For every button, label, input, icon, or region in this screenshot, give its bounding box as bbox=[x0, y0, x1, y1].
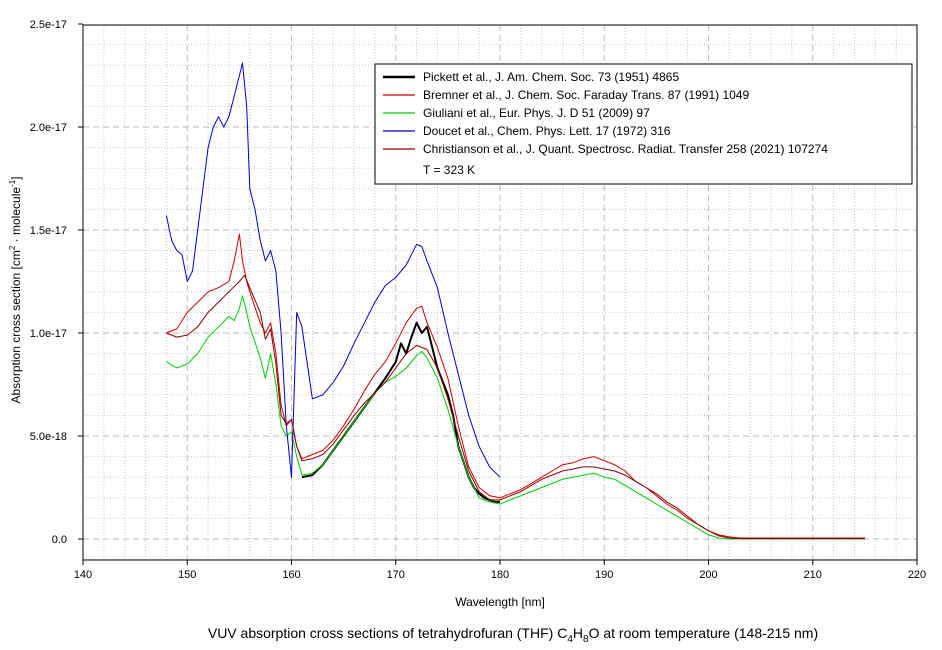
y-tick-label: 1.0e-17 bbox=[30, 328, 67, 340]
legend-label-3: Giuliani et al., Eur. Phys. J. D 51 (200… bbox=[423, 106, 650, 120]
legend-label-4: Doucet et al., Chem. Phys. Lett. 17 (197… bbox=[423, 124, 671, 138]
series-line-2 bbox=[166, 233, 865, 539]
series-line-3 bbox=[166, 295, 865, 540]
legend-label-5: Christianson et al., J. Quant. Spectrosc… bbox=[423, 142, 828, 156]
y-tick-label: 2.0e-17 bbox=[30, 122, 67, 134]
y-tick-label: 1.5e-17 bbox=[30, 225, 67, 237]
axis-ticks bbox=[78, 23, 918, 565]
legend: Pickett et al., J. Am. Chem. Soc. 73 (19… bbox=[374, 63, 913, 185]
y-tick-label: 5.0e-18 bbox=[30, 431, 67, 443]
y-tick-labels: 0.0 5.0e-18 1.0e-17 1.5e-17 2.0e-17 2.5e-17 bbox=[30, 19, 67, 546]
x-tick-label: 180 bbox=[491, 569, 509, 581]
x-tick-label: 160 bbox=[282, 569, 300, 581]
x-tick-label: 200 bbox=[699, 569, 717, 581]
x-axis-title: Wavelength [nm] bbox=[455, 595, 545, 609]
x-tick-label: 220 bbox=[908, 569, 926, 581]
x-tick-label: 150 bbox=[178, 569, 196, 581]
figure-caption: VUV absorption cross sections of tetrahy… bbox=[208, 625, 818, 645]
legend-label-2: Bremner et al., J. Chem. Soc. Faraday Tr… bbox=[423, 88, 749, 102]
x-tick-label: 170 bbox=[387, 569, 405, 581]
y-tick-label: 2.5e-17 bbox=[30, 19, 67, 31]
x-tick-label: 140 bbox=[74, 569, 92, 581]
series-line-5 bbox=[166, 274, 865, 540]
x-tick-label: 190 bbox=[595, 569, 613, 581]
y-tick-label: 0.0 bbox=[52, 534, 67, 546]
legend-temperature-note: T = 323 K bbox=[423, 163, 475, 177]
x-tick-labels: 140 150 160 170 180 190 200 210 220 bbox=[74, 569, 926, 581]
series-lines bbox=[165, 62, 865, 540]
y-axis-title: Absorption cross section [cm2 · molecule… bbox=[8, 176, 23, 403]
legend-items: Pickett et al., J. Am. Chem. Soc. 73 (19… bbox=[383, 70, 828, 156]
x-tick-label: 210 bbox=[804, 569, 822, 581]
legend-label-1: Pickett et al., J. Am. Chem. Soc. 73 (19… bbox=[423, 70, 679, 84]
legend-box bbox=[374, 63, 913, 185]
series-line-4 bbox=[165, 62, 501, 478]
